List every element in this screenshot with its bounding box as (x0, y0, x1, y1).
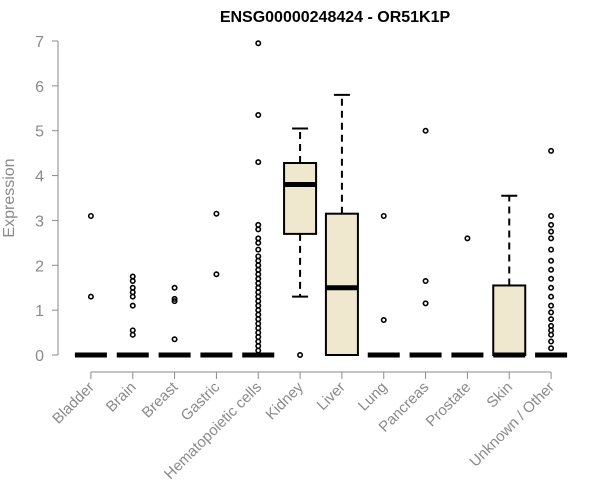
box-group (242, 40, 275, 358)
outlier-point (548, 345, 555, 352)
box-rect (283, 162, 318, 235)
outlier-point (548, 284, 555, 291)
outlier-point (548, 212, 555, 219)
box-group (367, 212, 400, 358)
outlier-point (464, 235, 471, 242)
outlier-point (548, 293, 555, 300)
outlier-point (255, 112, 262, 119)
outlier-point (171, 336, 178, 343)
outlier-point (255, 159, 262, 166)
outlier-point (380, 317, 387, 324)
chart-title: ENSG00000248424 - OR51K1P (220, 9, 451, 26)
y-tick-label: 1 (35, 303, 44, 320)
box-group (535, 147, 568, 358)
x-tick-label: Kidney (262, 378, 307, 423)
outlier-point (548, 221, 555, 228)
outlier-point (380, 212, 387, 219)
outlier-point (548, 147, 555, 154)
outlier-point (548, 235, 555, 242)
x-tick-label: Breast (139, 378, 182, 421)
outlier-point (171, 298, 178, 305)
outlier-point (548, 246, 555, 253)
outlier-point (171, 284, 178, 291)
y-tick-label: 5 (35, 124, 44, 141)
outlier-point (548, 266, 555, 273)
outlier-point (129, 273, 136, 280)
outlier-point (129, 327, 136, 334)
box-group (200, 210, 233, 358)
y-tick-label: 4 (35, 169, 44, 186)
outlier-point (548, 302, 555, 309)
outlier-point (171, 295, 178, 302)
outlier-point (255, 40, 262, 47)
outlier-point (548, 316, 555, 323)
outlier-point (548, 309, 555, 316)
outlier-point (548, 228, 555, 235)
outlier-point (87, 293, 94, 300)
outlier-point (255, 246, 262, 253)
outlier-point (422, 277, 429, 284)
x-tick-label: Skin (483, 379, 516, 412)
box-rect (492, 284, 527, 357)
box-group (74, 212, 107, 358)
y-axis-label: Expression (1, 158, 18, 237)
outlier-point (87, 212, 94, 219)
x-tick-label: Prostate (423, 379, 475, 431)
outlier-point (422, 127, 429, 134)
outlier-point (255, 221, 262, 228)
y-tick-label: 7 (35, 34, 44, 51)
box-rect (324, 212, 359, 356)
outlier-point (548, 275, 555, 282)
x-tick-label: Brain (103, 379, 140, 416)
outlier-point (548, 257, 555, 264)
x-tick-label: Liver (314, 379, 349, 414)
box-group (409, 127, 442, 358)
box-group (158, 284, 191, 358)
outlier-point (129, 284, 136, 291)
x-tick-label: Lung (355, 379, 391, 415)
y-tick-label: 2 (35, 258, 44, 275)
outlier-point (255, 235, 262, 242)
box-group (283, 127, 318, 358)
box-group (324, 93, 359, 356)
outlier-point (422, 300, 429, 307)
outlier-point (297, 351, 304, 358)
outlier-point (255, 253, 262, 260)
box-group (492, 194, 527, 358)
outlier-point (213, 271, 220, 278)
outlier-point (129, 302, 136, 309)
box-group (451, 235, 484, 358)
y-tick-label: 0 (35, 348, 44, 365)
boxes-layer (74, 40, 568, 358)
x-tick-label: Bladder (49, 379, 98, 428)
outlier-point (213, 210, 220, 217)
outlier-point (548, 338, 555, 345)
box-group (116, 273, 149, 358)
outlier-point (548, 322, 555, 329)
y-tick-label: 3 (35, 213, 44, 230)
y-tick-label: 6 (35, 79, 44, 96)
y-axis: 0 1 2 3 4 5 6 7 (35, 34, 59, 365)
